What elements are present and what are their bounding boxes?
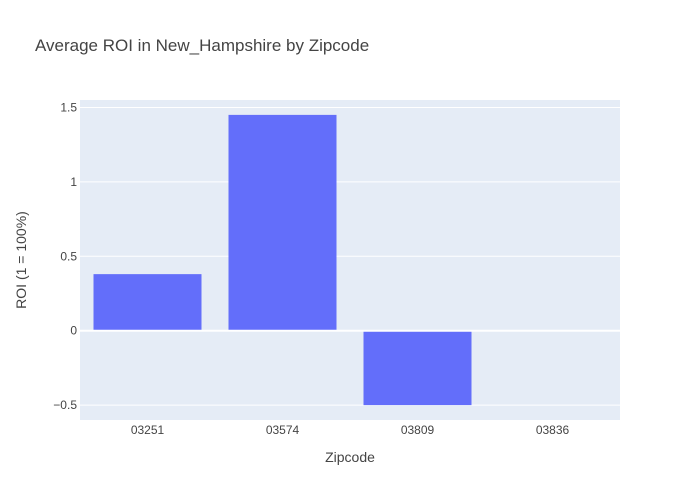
bars bbox=[93, 114, 472, 406]
y-tick-label: 1 bbox=[70, 175, 77, 189]
x-axis-label: Zipcode bbox=[325, 449, 375, 465]
y-tick-labels: −0.5 0 0.5 1 1.5 bbox=[53, 100, 77, 412]
plot-area bbox=[80, 100, 620, 420]
y-tick-label: −0.5 bbox=[53, 398, 77, 412]
chart-title: Average ROI in New_Hampshire by Zipcode bbox=[35, 36, 369, 55]
x-tick-label: 03809 bbox=[401, 423, 435, 437]
y-tick-label: 0 bbox=[70, 324, 77, 338]
y-axis-label: ROI (1 = 100%) bbox=[13, 211, 29, 309]
bar-03574 bbox=[228, 114, 337, 331]
y-tick-label: 1.5 bbox=[60, 100, 77, 114]
x-tick-labels: 03251 03574 03809 03836 bbox=[131, 423, 570, 437]
bar-03251 bbox=[93, 274, 202, 331]
gridlines bbox=[80, 106, 620, 406]
bar-03809 bbox=[363, 330, 472, 406]
y-tick-label: 0.5 bbox=[60, 249, 77, 263]
x-tick-label: 03251 bbox=[131, 423, 165, 437]
x-tick-label: 03836 bbox=[536, 423, 570, 437]
x-tick-label: 03574 bbox=[266, 423, 300, 437]
